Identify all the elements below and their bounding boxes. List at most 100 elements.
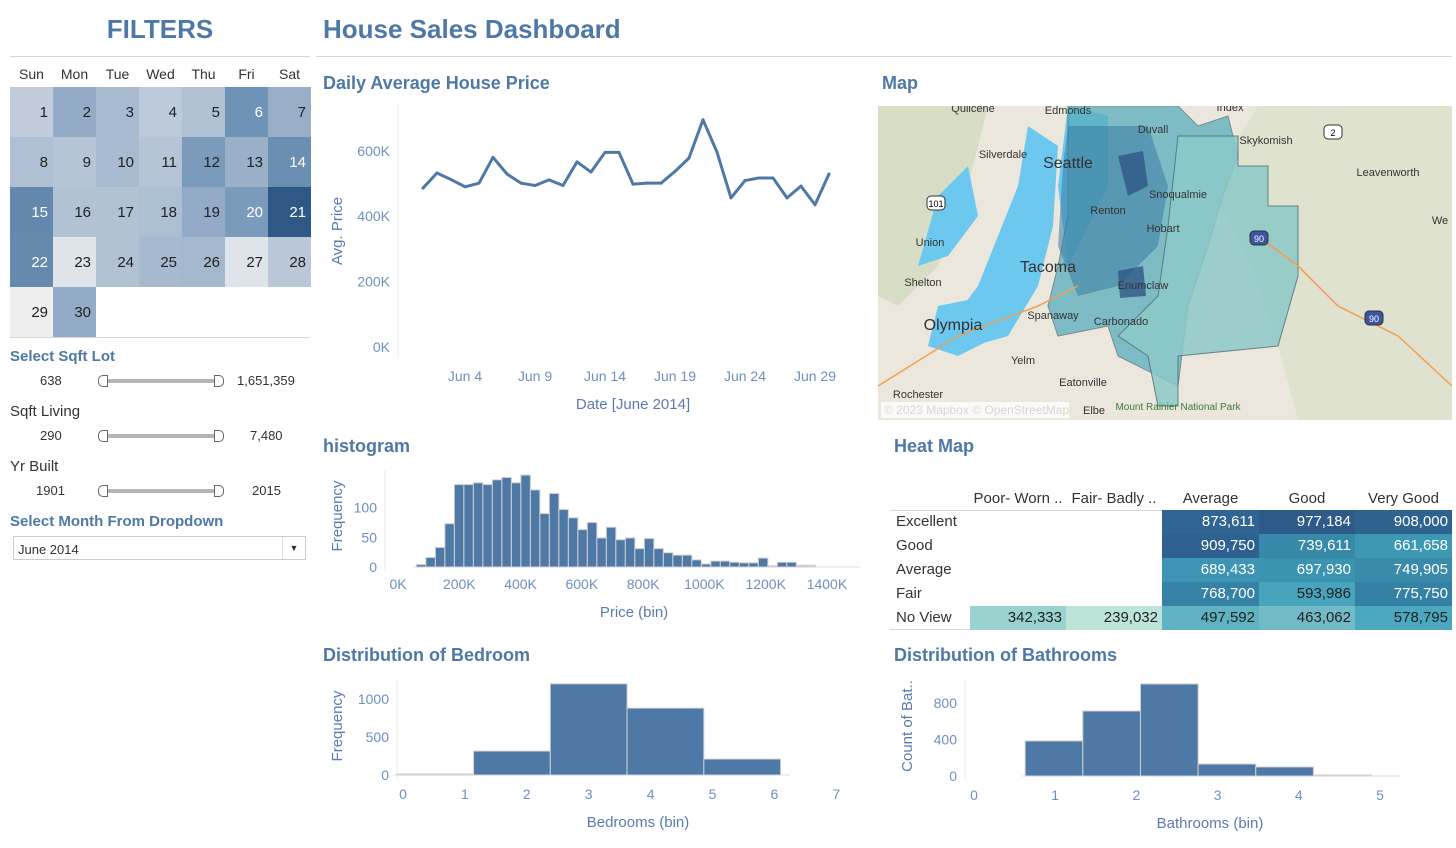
heatmap-cell[interactable]: 768,700 — [1162, 582, 1259, 606]
month-dropdown-label: Select Month From Dropdown — [10, 513, 224, 530]
calendar-day[interactable]: 8 — [10, 137, 53, 187]
slider-max-handle[interactable] — [214, 375, 224, 387]
month-dropdown[interactable]: June 2014 ▼ — [13, 536, 306, 560]
calendar-day[interactable]: 11 — [139, 137, 182, 187]
calendar-day[interactable]: 27 — [225, 237, 268, 287]
calendar-day[interactable]: 22 — [10, 237, 53, 287]
heatmap-cell[interactable]: 909,750 — [1162, 534, 1259, 558]
calendar-day[interactable]: 23 — [53, 237, 96, 287]
histogram-bar — [473, 750, 551, 776]
yr-built-slider[interactable] — [98, 485, 224, 497]
calendar-day[interactable]: 29 — [10, 287, 53, 337]
heatmap-cell[interactable]: 739,611 — [1259, 534, 1355, 558]
data-point — [785, 196, 789, 200]
calendar-day[interactable]: 5 — [182, 87, 225, 137]
map-place-label: Carbonado — [1094, 316, 1148, 328]
heatmap-cell[interactable]: 749,905 — [1355, 558, 1452, 582]
calendar-day[interactable]: 2 — [53, 87, 96, 137]
histogram-bar — [1139, 683, 1199, 777]
y-tick-label: 200K — [357, 274, 390, 290]
histogram-bar — [700, 563, 712, 568]
calendar-day[interactable]: 25 — [139, 237, 182, 287]
calendar-day[interactable]: 18 — [139, 187, 182, 237]
slider-min-handle[interactable] — [98, 485, 108, 497]
heatmap-cell[interactable]: 342,333 — [970, 606, 1066, 630]
histogram-bar — [463, 484, 474, 568]
map-place-label: Renton — [1090, 205, 1125, 217]
heatmap-title: Heat Map — [894, 436, 975, 456]
heatmap-cell[interactable]: 463,062 — [1259, 606, 1355, 630]
calendar-day[interactable]: 28 — [268, 237, 311, 287]
data-point — [547, 178, 551, 182]
calendar-day[interactable]: 19 — [182, 187, 225, 237]
sqft-lot-slider[interactable] — [98, 375, 224, 387]
filters-title: FILTERS — [106, 14, 214, 44]
calendar-day[interactable]: 9 — [53, 137, 96, 187]
calendar-day[interactable]: 13 — [225, 137, 268, 187]
calendar-day[interactable]: 14 — [268, 137, 311, 187]
calendar-day[interactable]: 3 — [96, 87, 139, 137]
map-place-label: Union — [916, 237, 945, 249]
calendar-day[interactable]: 1 — [10, 87, 53, 137]
data-point — [477, 181, 481, 185]
bathroom-chart: 0 400 800 0 1 2 3 4 5 Bathrooms (bin) Count of Bat… — [899, 680, 1400, 832]
heatmap-column-header: Poor- Worn .. — [973, 490, 1063, 507]
map-road — [878, 285, 1079, 387]
map-place-label: Rochester — [893, 389, 943, 401]
heatmap-cell[interactable]: 661,658 — [1355, 534, 1452, 558]
calendar-day[interactable]: 16 — [53, 187, 96, 237]
heatmap-cell[interactable]: 977,184 — [1259, 510, 1355, 534]
slider-min-handle[interactable] — [98, 430, 108, 442]
calendar-day[interactable]: 26 — [182, 237, 225, 287]
slider-min-handle[interactable] — [98, 375, 108, 387]
slider-max-handle[interactable] — [214, 485, 224, 497]
calendar-day[interactable]: 20 — [225, 187, 268, 237]
highway-shield-icon: 101 — [926, 195, 946, 211]
calendar-day[interactable]: 7 — [268, 87, 311, 137]
map[interactable]: Quilcene Edmonds Index Duvall Skykomish Silve… — [878, 106, 1452, 420]
divider — [316, 56, 1452, 57]
histogram-bar — [1255, 766, 1314, 777]
x-tick-label: 5 — [709, 786, 717, 802]
chevron-down-icon[interactable]: ▼ — [282, 537, 305, 559]
calendar-day[interactable]: 21 — [268, 187, 311, 237]
histogram-bar — [1082, 710, 1141, 777]
calendar-day[interactable]: 12 — [182, 137, 225, 187]
calendar-day[interactable]: 4 — [139, 87, 182, 137]
calendar-day[interactable]: 24 — [96, 237, 139, 287]
histogram-bar — [729, 561, 740, 568]
map-region[interactable] — [1118, 151, 1148, 196]
calendar-day[interactable]: 30 — [53, 287, 96, 337]
heatmap-cell[interactable]: 908,000 — [1355, 510, 1452, 534]
calendar-day[interactable]: 15 — [10, 187, 53, 237]
histogram-bar — [672, 554, 683, 568]
sqft-living-slider[interactable] — [98, 430, 224, 442]
x-axis-label: Price (bin) — [600, 604, 668, 621]
heatmap-cell[interactable]: 578,795 — [1355, 606, 1452, 630]
heatmap-cell[interactable]: 593,986 — [1259, 582, 1355, 606]
histogram-bar — [434, 546, 446, 568]
page-title: House Sales Dashboard — [323, 14, 621, 44]
highway-shield-icon: 2 — [1323, 124, 1343, 140]
map-region[interactable] — [1117, 135, 1299, 407]
heatmap-cell[interactable]: 239,032 — [1066, 606, 1162, 630]
map-place-label: Silverdale — [979, 149, 1027, 161]
yr-built-max: 2015 — [252, 483, 281, 498]
weekday-header: Wed — [146, 66, 175, 82]
shield-shape — [1323, 124, 1343, 140]
calendar-day[interactable]: 6 — [225, 87, 268, 137]
divider — [10, 56, 310, 57]
slider-max-handle[interactable] — [214, 430, 224, 442]
map-region[interactable] — [1118, 266, 1146, 298]
heatmap-cell[interactable]: 689,433 — [1162, 558, 1259, 582]
heatmap-cell[interactable]: 775,750 — [1355, 582, 1452, 606]
x-tick-label: 400K — [504, 576, 537, 592]
heatmap-cell[interactable]: 497,592 — [1162, 606, 1259, 630]
data-point — [575, 160, 579, 164]
calendar-day[interactable]: 17 — [96, 187, 139, 237]
heatmap-row-label: Good — [896, 537, 933, 554]
heatmap-cell[interactable]: 873,611 — [1162, 510, 1259, 534]
shield-number: 101 — [928, 199, 943, 209]
calendar-day[interactable]: 10 — [96, 137, 139, 187]
heatmap-cell[interactable]: 697,930 — [1259, 558, 1355, 582]
